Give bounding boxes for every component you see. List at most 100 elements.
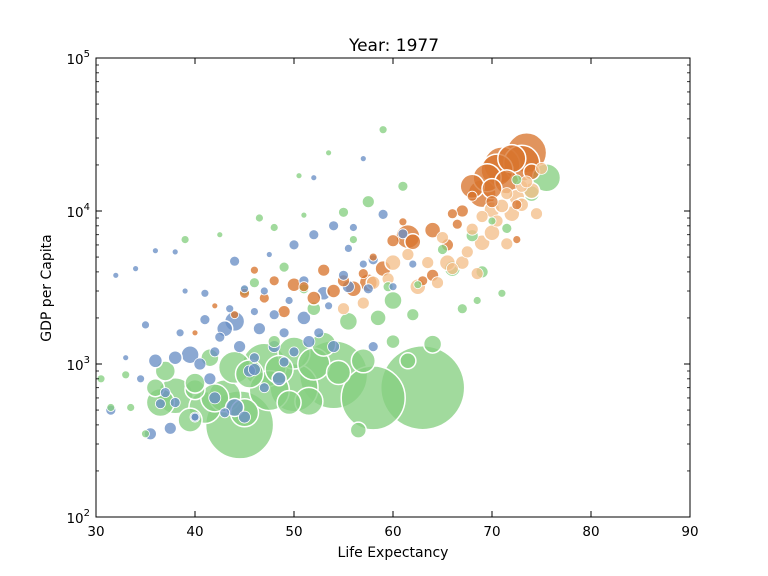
y-tick-label-10000: 104 xyxy=(66,202,90,221)
bubble-blue-71 xyxy=(169,397,181,408)
bubble-blue-10 xyxy=(159,387,171,399)
bubble-blue-65 xyxy=(367,341,379,353)
bubble-green-55 xyxy=(422,334,443,354)
bubble-green-46 xyxy=(369,309,387,327)
bubble-green-58 xyxy=(456,303,468,315)
y-tick-label-100000: 105 xyxy=(66,49,90,68)
bubble-blue-18 xyxy=(193,357,207,371)
bubble-orange-38 xyxy=(511,199,523,211)
bubble-blue-11 xyxy=(163,421,177,435)
x-tick-label-70: 70 xyxy=(483,524,500,540)
bubble-peach-14 xyxy=(465,222,479,236)
bubble-green-56 xyxy=(437,244,448,255)
bubble-blue-23 xyxy=(208,391,222,405)
bubble-blue-74 xyxy=(278,356,290,368)
bubble-blue-9 xyxy=(154,398,166,410)
bubble-green-30 xyxy=(295,172,303,180)
bubble-green-26 xyxy=(278,261,290,273)
bubble-green-1 xyxy=(106,403,116,412)
bubble-blue-66 xyxy=(377,208,389,220)
bubble-peach-1 xyxy=(356,296,370,310)
bubble-blue-14 xyxy=(175,328,185,338)
bubble-green-3 xyxy=(126,403,136,412)
bubble-blue-45 xyxy=(288,239,300,251)
bubble-peach-8 xyxy=(431,276,444,290)
bubble-blue-68 xyxy=(397,228,409,240)
x-tick-label-80: 80 xyxy=(582,524,599,540)
bubble-peach-5 xyxy=(401,248,415,261)
bubble-blue-73 xyxy=(247,363,261,376)
bubble-blue-55 xyxy=(328,220,340,232)
bubble-peach-11 xyxy=(445,262,459,276)
bubble-blue-44 xyxy=(284,296,294,305)
bubble-blue-38 xyxy=(259,286,269,296)
bubble-peach-16 xyxy=(475,210,489,223)
bubble-orange-1 xyxy=(211,302,219,310)
bubble-orange-17 xyxy=(368,252,378,262)
bubble-blue-62 xyxy=(358,259,368,269)
bubble-blue-31 xyxy=(238,410,251,424)
bubble-blue-39 xyxy=(265,251,273,258)
bubble-blue-57 xyxy=(338,269,349,281)
bubble-orange-2 xyxy=(230,310,240,320)
bubble-peach-28 xyxy=(530,207,543,221)
bubble-blue-21 xyxy=(203,372,217,386)
bubble-green-21 xyxy=(254,213,264,223)
bubble-orange-22 xyxy=(404,232,422,251)
bubble-green-43 xyxy=(350,348,377,374)
bubble-blue-5 xyxy=(141,320,150,330)
bubble-blue-19 xyxy=(199,314,211,326)
bubble-blue-2 xyxy=(122,354,130,362)
bubble-green-14 xyxy=(216,231,224,239)
bubble-blue-63 xyxy=(362,283,374,295)
bubble-blue-32 xyxy=(240,284,249,294)
bubble-orange-42 xyxy=(512,235,522,245)
y-tick-exponent: 4 xyxy=(84,202,90,213)
bubble-blue-61 xyxy=(359,155,367,163)
bubble-peach-22 xyxy=(500,237,514,251)
bubble-green-36 xyxy=(325,149,333,157)
y-tick-base: 10 xyxy=(66,52,83,68)
bubble-orange-37 xyxy=(497,143,527,174)
bubble-orange-15 xyxy=(357,268,369,280)
bubble-blue-1 xyxy=(112,271,120,279)
bubble-green-60 xyxy=(472,296,482,305)
bubble-peach-15 xyxy=(470,267,484,281)
bubble-green-42 xyxy=(349,421,368,439)
bubble-peach-7 xyxy=(421,256,435,270)
bubble-peach-31 xyxy=(520,175,533,189)
y-tick-base: 10 xyxy=(66,511,83,527)
bubble-orange-12 xyxy=(325,283,342,299)
bubble-green-63 xyxy=(497,288,507,298)
bubble-green-65 xyxy=(511,174,523,186)
bubble-green-41 xyxy=(348,235,358,245)
x-tick-label-30: 30 xyxy=(87,524,104,540)
bubble-blue-30 xyxy=(233,340,247,354)
bubble-blue-36 xyxy=(252,322,266,336)
bubble-orange-29 xyxy=(466,190,478,202)
bubble-green-27 xyxy=(276,389,302,416)
bubble-blue-52 xyxy=(313,327,325,339)
y-tick-exponent: 2 xyxy=(84,508,90,519)
bubble-orange-44 xyxy=(485,195,499,209)
x-axis-label: Life Expectancy xyxy=(338,545,449,561)
bubble-blue-42 xyxy=(271,371,287,387)
y-tick-base: 10 xyxy=(66,358,83,374)
bubble-green-44 xyxy=(361,195,375,209)
bubble-green-62 xyxy=(487,216,497,226)
bubble-green-70 xyxy=(267,335,281,349)
bubble-blue-27 xyxy=(229,255,241,267)
bubble-blue-51 xyxy=(310,174,318,182)
bubble-green-71 xyxy=(385,333,401,350)
bubble-peach-13 xyxy=(460,245,474,259)
bubble-green-4 xyxy=(141,429,150,439)
bubble-green-31 xyxy=(300,211,308,219)
bubble-green-53 xyxy=(413,280,423,290)
bubble-orange-27 xyxy=(446,208,458,220)
x-tick-label-40: 40 xyxy=(186,524,203,540)
bubble-orange-11 xyxy=(317,263,331,277)
bubble-blue-72 xyxy=(219,407,231,419)
bubble-blue-54 xyxy=(324,301,334,311)
